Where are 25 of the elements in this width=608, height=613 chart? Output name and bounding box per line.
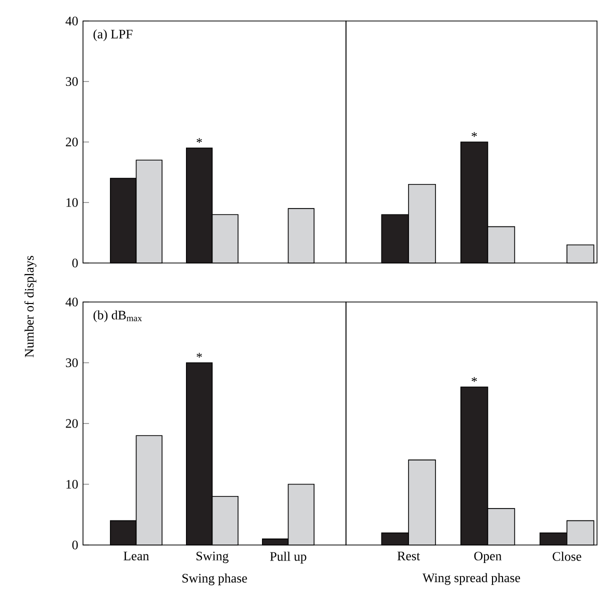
y-tick-label: 40 [66, 16, 78, 26]
y-tick-label: 10 [66, 480, 78, 489]
y-tick-label: 30 [66, 358, 78, 368]
y-tick-label: 0 [72, 258, 78, 268]
y-tick-label: 0 [72, 540, 78, 550]
y-axis-title: Number of displays [24, 256, 36, 358]
x-tick-label: Swing [196, 552, 229, 564]
x-tick-label: Lean [124, 552, 149, 560]
x-tick-label: Close [552, 552, 582, 561]
annotation: * [472, 377, 477, 382]
annotation: * [472, 132, 477, 137]
x-axis-title: Wing spread phase [422, 573, 520, 585]
annotation: * [196, 138, 202, 143]
y-tick-label: 30 [66, 77, 78, 86]
y-tick-label: 40 [66, 298, 78, 306]
y-tick-label: 20 [66, 419, 78, 428]
x-axis-title: Swing phase [182, 573, 247, 586]
y-tick-label: 20 [66, 138, 78, 146]
x-tick-label: Open [474, 552, 502, 564]
y-tick-label: 10 [66, 198, 78, 207]
text: (b) dB$_{max}$ [94, 310, 142, 322]
text: (a) LPF [94, 29, 132, 42]
x-tick-label: Rest [397, 552, 420, 560]
annotation: * [196, 352, 202, 358]
x-tick-label: Pull up [270, 552, 306, 564]
